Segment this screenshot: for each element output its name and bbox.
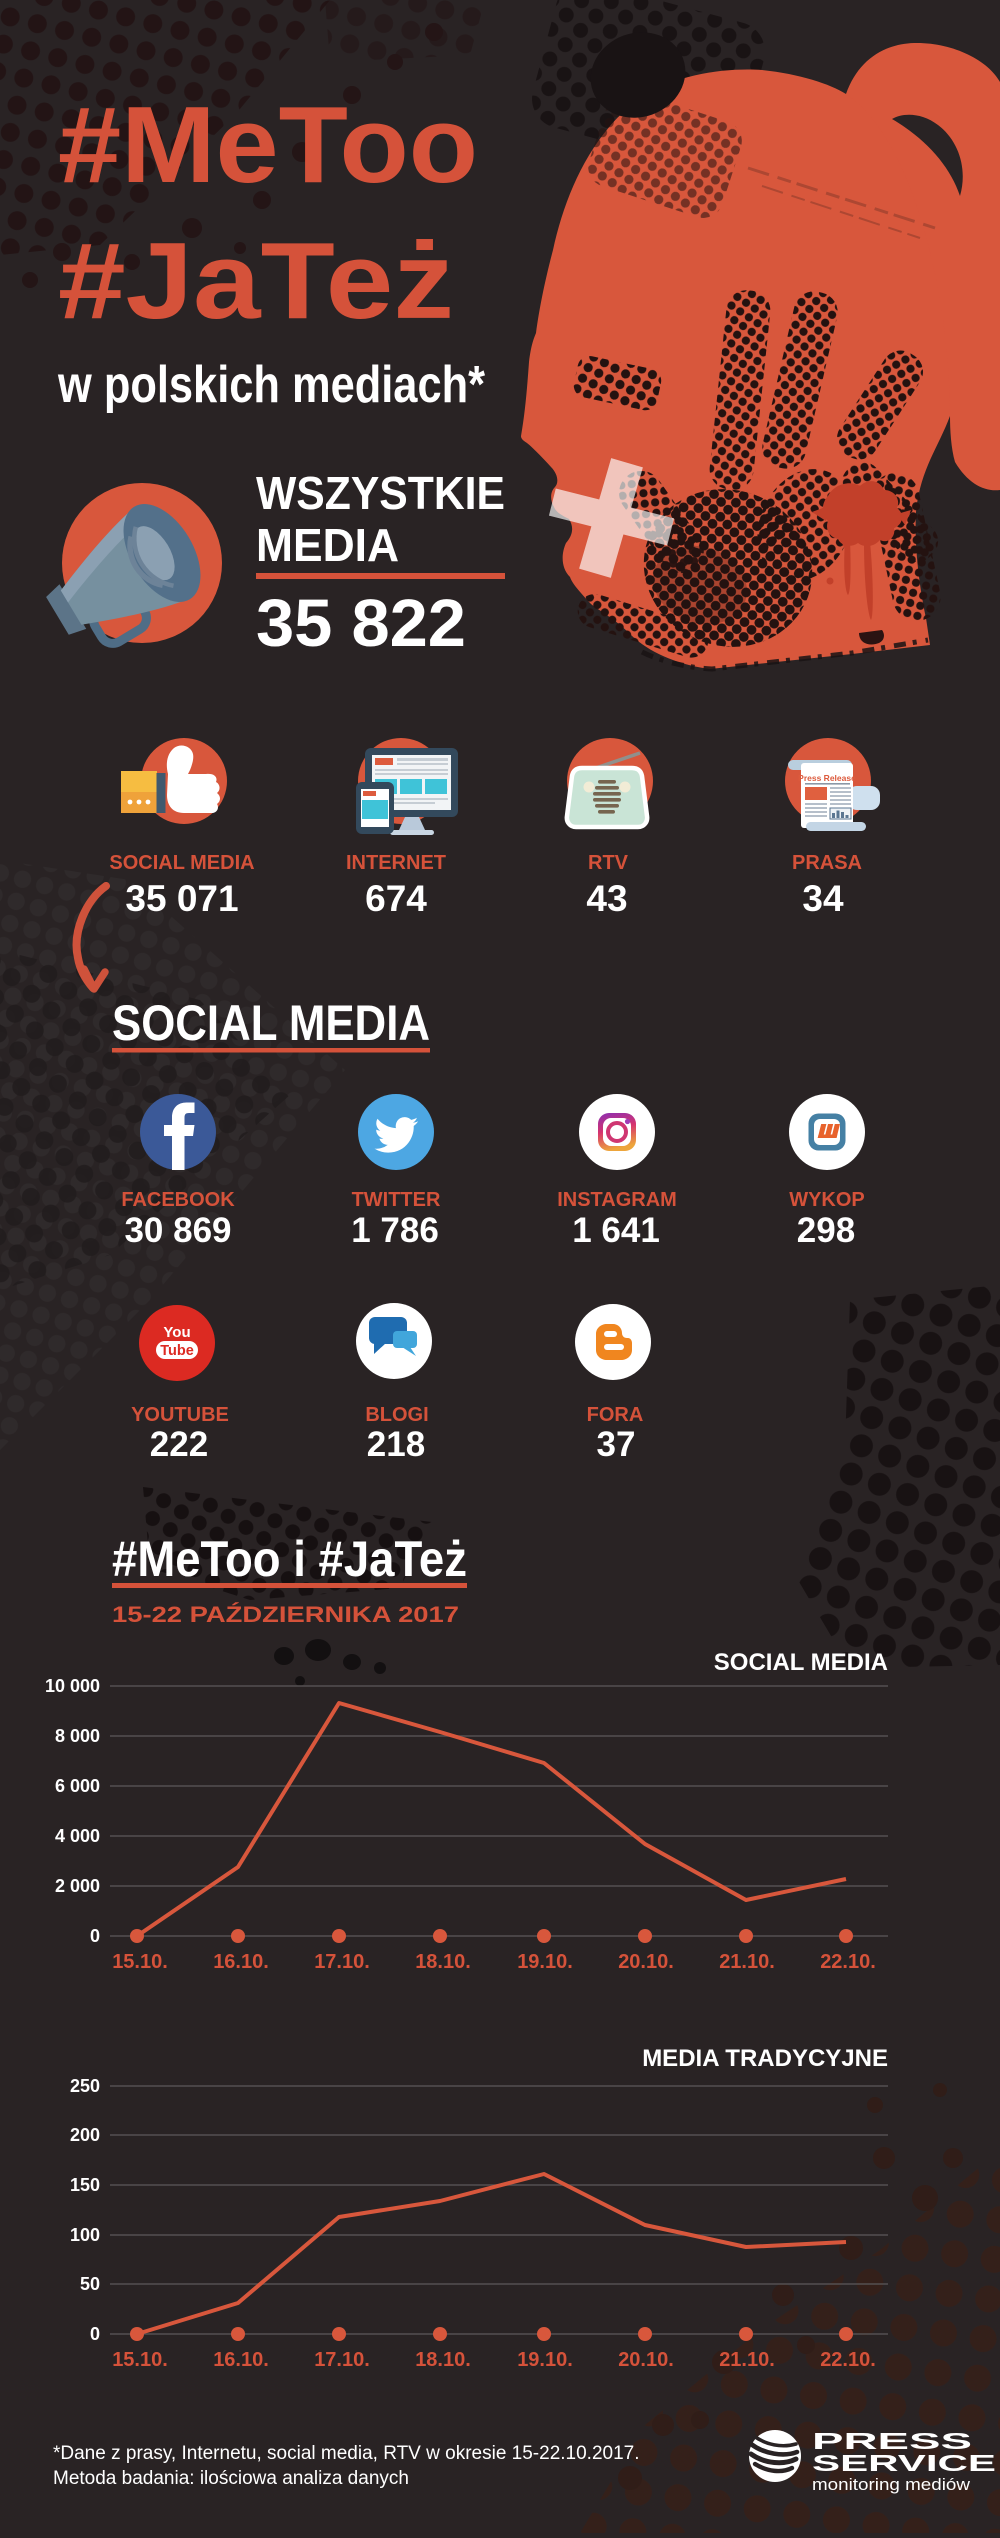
svg-text:674: 674 (365, 878, 427, 919)
svg-text:21.10.: 21.10. (719, 1951, 775, 1973)
svg-text:18.10.: 18.10. (415, 1951, 471, 1973)
svg-text:MEDIA TRADYCYJNE: MEDIA TRADYCYJNE (642, 2045, 888, 2072)
svg-text:250: 250 (70, 2076, 100, 2096)
svg-text:#MeToo: #MeToo (58, 84, 478, 206)
svg-text:20.10.: 20.10. (618, 2349, 674, 2371)
svg-text:19.10.: 19.10. (517, 2349, 573, 2371)
svg-text:100: 100 (70, 2225, 100, 2245)
svg-text:43: 43 (586, 878, 627, 919)
svg-text:YOUTUBE: YOUTUBE (131, 1404, 229, 1426)
svg-text:SERVICE: SERVICE (812, 2450, 996, 2476)
svg-text:1 641: 1 641 (572, 1211, 660, 1250)
svg-text:17.10.: 17.10. (314, 2349, 370, 2371)
svg-text:21.10.: 21.10. (719, 2349, 775, 2371)
svg-text:#MeToo i #JaTeż: #MeToo i #JaTeż (112, 1531, 467, 1587)
svg-text:200: 200 (70, 2125, 100, 2145)
svg-text:34: 34 (802, 878, 844, 919)
svg-text:PRESS: PRESS (812, 2428, 972, 2454)
svg-text:35 071: 35 071 (125, 878, 238, 919)
svg-text:298: 298 (797, 1211, 855, 1250)
svg-text:w polskich mediach*: w polskich mediach* (57, 356, 485, 414)
svg-text:Metoda badania: ilościowa anal: Metoda badania: ilościowa analiza danych (53, 2468, 409, 2489)
svg-text:WSZYSTKIE: WSZYSTKIE (256, 467, 505, 519)
svg-text:INTERNET: INTERNET (346, 852, 446, 874)
svg-text:18.10.: 18.10. (415, 2349, 471, 2371)
svg-text:Tube: Tube (160, 1343, 194, 1359)
svg-text:INSTAGRAM: INSTAGRAM (557, 1189, 677, 1211)
svg-text:MEDIA: MEDIA (256, 519, 399, 571)
svg-text:*Dane z prasy, Internetu, soci: *Dane z prasy, Internetu, social media, … (53, 2443, 640, 2464)
svg-text:218: 218 (367, 1425, 425, 1464)
svg-text:10 000: 10 000 (45, 1676, 100, 1696)
svg-text:You: You (163, 1324, 190, 1341)
svg-text:SOCIAL MEDIA: SOCIAL MEDIA (109, 852, 254, 874)
svg-text:6 000: 6 000 (55, 1776, 100, 1796)
svg-text:37: 37 (597, 1425, 636, 1464)
svg-text:222: 222 (150, 1425, 208, 1464)
svg-text:FORA: FORA (587, 1404, 644, 1426)
svg-text:1 786: 1 786 (351, 1211, 439, 1250)
svg-text:15-22 PAŹDZIERNIKA 2017: 15-22 PAŹDZIERNIKA 2017 (112, 1602, 459, 1627)
svg-text:SOCIAL MEDIA: SOCIAL MEDIA (714, 1649, 888, 1676)
svg-text:150: 150 (70, 2175, 100, 2195)
svg-text:0: 0 (90, 1926, 100, 1946)
svg-text:PRASA: PRASA (792, 852, 862, 874)
svg-text:SOCIAL MEDIA: SOCIAL MEDIA (112, 995, 430, 1051)
svg-text:30 869: 30 869 (124, 1211, 231, 1250)
svg-text:22.10.: 22.10. (820, 1951, 876, 1973)
svg-text:15.10.: 15.10. (112, 2349, 168, 2371)
svg-text:Press Release: Press Release (798, 773, 856, 783)
svg-text:RTV: RTV (588, 852, 629, 874)
svg-text:16.10.: 16.10. (213, 2349, 269, 2371)
svg-text:FACEBOOK: FACEBOOK (121, 1189, 235, 1211)
svg-text:20.10.: 20.10. (618, 1951, 674, 1973)
svg-text:2 000: 2 000 (55, 1876, 100, 1896)
svg-text:50: 50 (80, 2274, 100, 2294)
svg-text:8 000: 8 000 (55, 1726, 100, 1746)
svg-text:0: 0 (90, 2324, 100, 2344)
svg-text:17.10.: 17.10. (314, 1951, 370, 1973)
svg-text:4 000: 4 000 (55, 1826, 100, 1846)
svg-text:monitoring mediów: monitoring mediów (812, 2476, 970, 2494)
svg-text:19.10.: 19.10. (517, 1951, 573, 1973)
svg-text:15.10.: 15.10. (112, 1951, 168, 1973)
svg-text:22.10.: 22.10. (820, 2349, 876, 2371)
svg-text:#JaTeż: #JaTeż (58, 220, 454, 342)
svg-text:TWITTER: TWITTER (352, 1189, 441, 1211)
svg-text:16.10.: 16.10. (213, 1951, 269, 1973)
svg-text:WYKOP: WYKOP (789, 1189, 865, 1211)
svg-text:BLOGI: BLOGI (365, 1404, 428, 1426)
svg-text:35 822: 35 822 (256, 586, 466, 661)
